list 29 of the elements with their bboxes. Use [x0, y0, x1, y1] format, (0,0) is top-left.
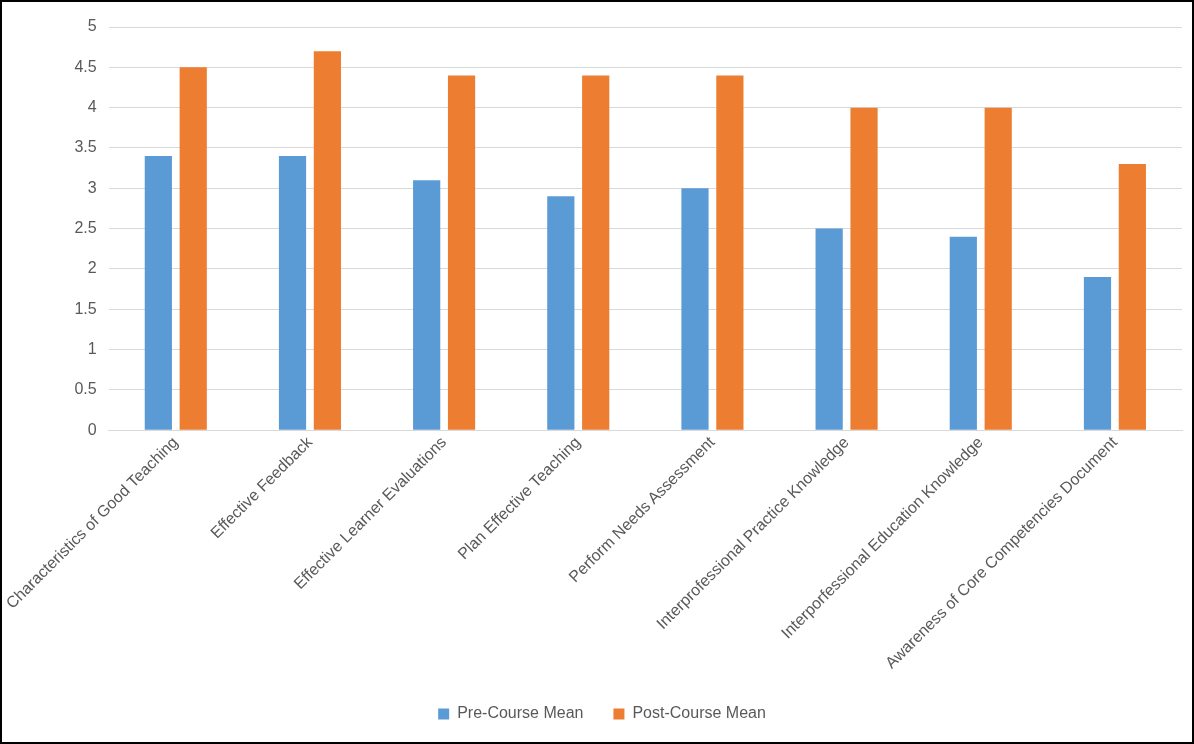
y-tick-label: 4.5 [74, 57, 97, 75]
legend-label: Pre-Course Mean [457, 704, 584, 722]
bar [313, 51, 341, 430]
bar [850, 107, 878, 430]
bar [716, 75, 744, 430]
y-tick-label: 1 [87, 340, 97, 358]
y-tick-label: 3 [87, 178, 97, 196]
y-tick-label: 5 [87, 17, 97, 35]
bar [815, 228, 843, 430]
bar [582, 75, 610, 430]
bar [413, 180, 441, 430]
bar [949, 236, 977, 430]
bar [144, 156, 172, 430]
bar [1118, 164, 1146, 430]
y-tick-label: 0 [87, 420, 97, 438]
bar [1083, 277, 1112, 430]
y-tick-label: 3.5 [74, 138, 97, 156]
bar [547, 196, 575, 430]
legend-label: Post-Course Mean [632, 704, 766, 722]
y-tick-label: 2 [87, 259, 97, 277]
y-tick-label: 2.5 [74, 219, 97, 237]
bar [179, 67, 207, 430]
bar [447, 75, 476, 430]
bar [681, 188, 709, 430]
y-tick-label: 1.5 [74, 299, 97, 317]
y-tick-label: 4 [87, 98, 97, 116]
bar [984, 107, 1012, 430]
bar [278, 156, 307, 430]
y-tick-label: 0.5 [74, 380, 97, 398]
